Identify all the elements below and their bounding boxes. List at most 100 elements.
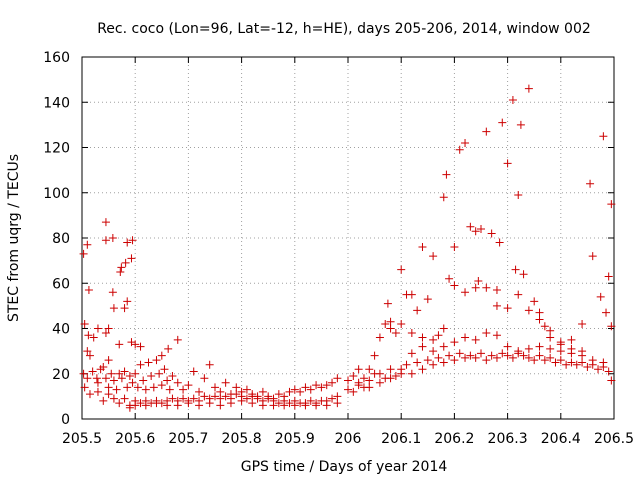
- data-point: [85, 390, 94, 399]
- data-point: [471, 335, 480, 344]
- data-point: [471, 227, 480, 236]
- data-point: [88, 367, 97, 376]
- data-point: [567, 358, 576, 367]
- data-point: [474, 276, 483, 285]
- data-point: [120, 394, 129, 403]
- data-point: [423, 356, 432, 365]
- data-point: [466, 351, 475, 360]
- data-point: [232, 390, 241, 399]
- data-point: [429, 360, 438, 369]
- data-point: [588, 252, 597, 261]
- grid-lines: [82, 57, 614, 419]
- data-point: [567, 349, 576, 358]
- data-point: [365, 376, 374, 385]
- x-tick-label: 205.7: [168, 431, 208, 447]
- data-point: [108, 288, 117, 297]
- data-point: [546, 333, 555, 342]
- data-point: [328, 378, 337, 387]
- x-axis-label: GPS time / Days of year 2014: [241, 459, 448, 475]
- data-point: [269, 401, 278, 410]
- data-point: [602, 308, 611, 317]
- data-point: [179, 394, 188, 403]
- data-point: [546, 344, 555, 353]
- data-point: [514, 290, 523, 299]
- y-tick-labels: 0 20 40 60 80 100 120 140 160: [43, 50, 70, 428]
- data-point: [79, 369, 88, 378]
- data-point: [109, 304, 118, 313]
- data-points: [79, 84, 616, 412]
- data-point: [115, 399, 124, 408]
- data-point: [141, 401, 150, 410]
- data-point: [127, 254, 136, 263]
- data-point: [461, 333, 470, 342]
- x-tick-label: 206: [335, 431, 362, 447]
- data-point: [551, 358, 560, 367]
- data-point: [503, 304, 512, 313]
- data-point: [147, 372, 156, 381]
- data-point: [84, 286, 93, 295]
- y-axis-label: STEC from uqrg / TECUs: [6, 154, 22, 322]
- data-point: [607, 376, 616, 385]
- x-tick-label: 205.5: [62, 431, 102, 447]
- data-point: [498, 118, 507, 127]
- data-point: [450, 356, 459, 365]
- data-point: [104, 356, 113, 365]
- data-point: [242, 385, 251, 394]
- data-point: [386, 317, 395, 326]
- data-point: [482, 329, 491, 338]
- series-high-arcs-early: [79, 218, 182, 365]
- data-point: [524, 306, 533, 315]
- data-point: [402, 360, 411, 369]
- data-point: [495, 238, 504, 247]
- data-point: [253, 394, 262, 403]
- data-point: [492, 301, 501, 310]
- data-point: [117, 263, 126, 272]
- data-point: [482, 127, 491, 136]
- data-point: [519, 351, 528, 360]
- y-tick-label: 100: [43, 186, 70, 202]
- data-point: [535, 342, 544, 351]
- data-point: [248, 399, 257, 408]
- data-point: [120, 367, 129, 376]
- data-point: [312, 381, 321, 390]
- data-point: [442, 170, 451, 179]
- data-point: [471, 283, 480, 292]
- data-point: [383, 299, 392, 308]
- data-point: [157, 381, 166, 390]
- data-point: [93, 387, 102, 396]
- data-point: [530, 356, 539, 365]
- data-point: [290, 401, 299, 410]
- data-point: [407, 349, 416, 358]
- data-point: [375, 369, 384, 378]
- data-point: [123, 238, 132, 247]
- data-point: [599, 358, 608, 367]
- y-tick-label: 160: [43, 50, 70, 66]
- y-tick-label: 40: [52, 322, 70, 338]
- data-point: [461, 138, 470, 147]
- x-tick-label: 206.3: [488, 431, 528, 447]
- data-point: [333, 392, 342, 401]
- data-point: [200, 392, 209, 401]
- data-point: [164, 344, 173, 353]
- data-point: [455, 349, 464, 358]
- data-point: [144, 358, 153, 367]
- data-point: [312, 401, 321, 410]
- data-point: [301, 401, 310, 410]
- data-point: [306, 396, 315, 405]
- data-point: [418, 365, 427, 374]
- data-point: [514, 347, 523, 356]
- data-point: [492, 353, 501, 362]
- data-point: [125, 403, 134, 412]
- data-point: [205, 360, 214, 369]
- data-point: [101, 236, 110, 245]
- data-point: [429, 252, 438, 261]
- data-point: [155, 369, 164, 378]
- x-tick-label: 206.1: [381, 431, 421, 447]
- data-point: [139, 376, 148, 385]
- data-point: [112, 385, 121, 394]
- data-point: [163, 376, 172, 385]
- data-point: [349, 387, 358, 396]
- data-point: [157, 351, 166, 360]
- data-point: [524, 84, 533, 93]
